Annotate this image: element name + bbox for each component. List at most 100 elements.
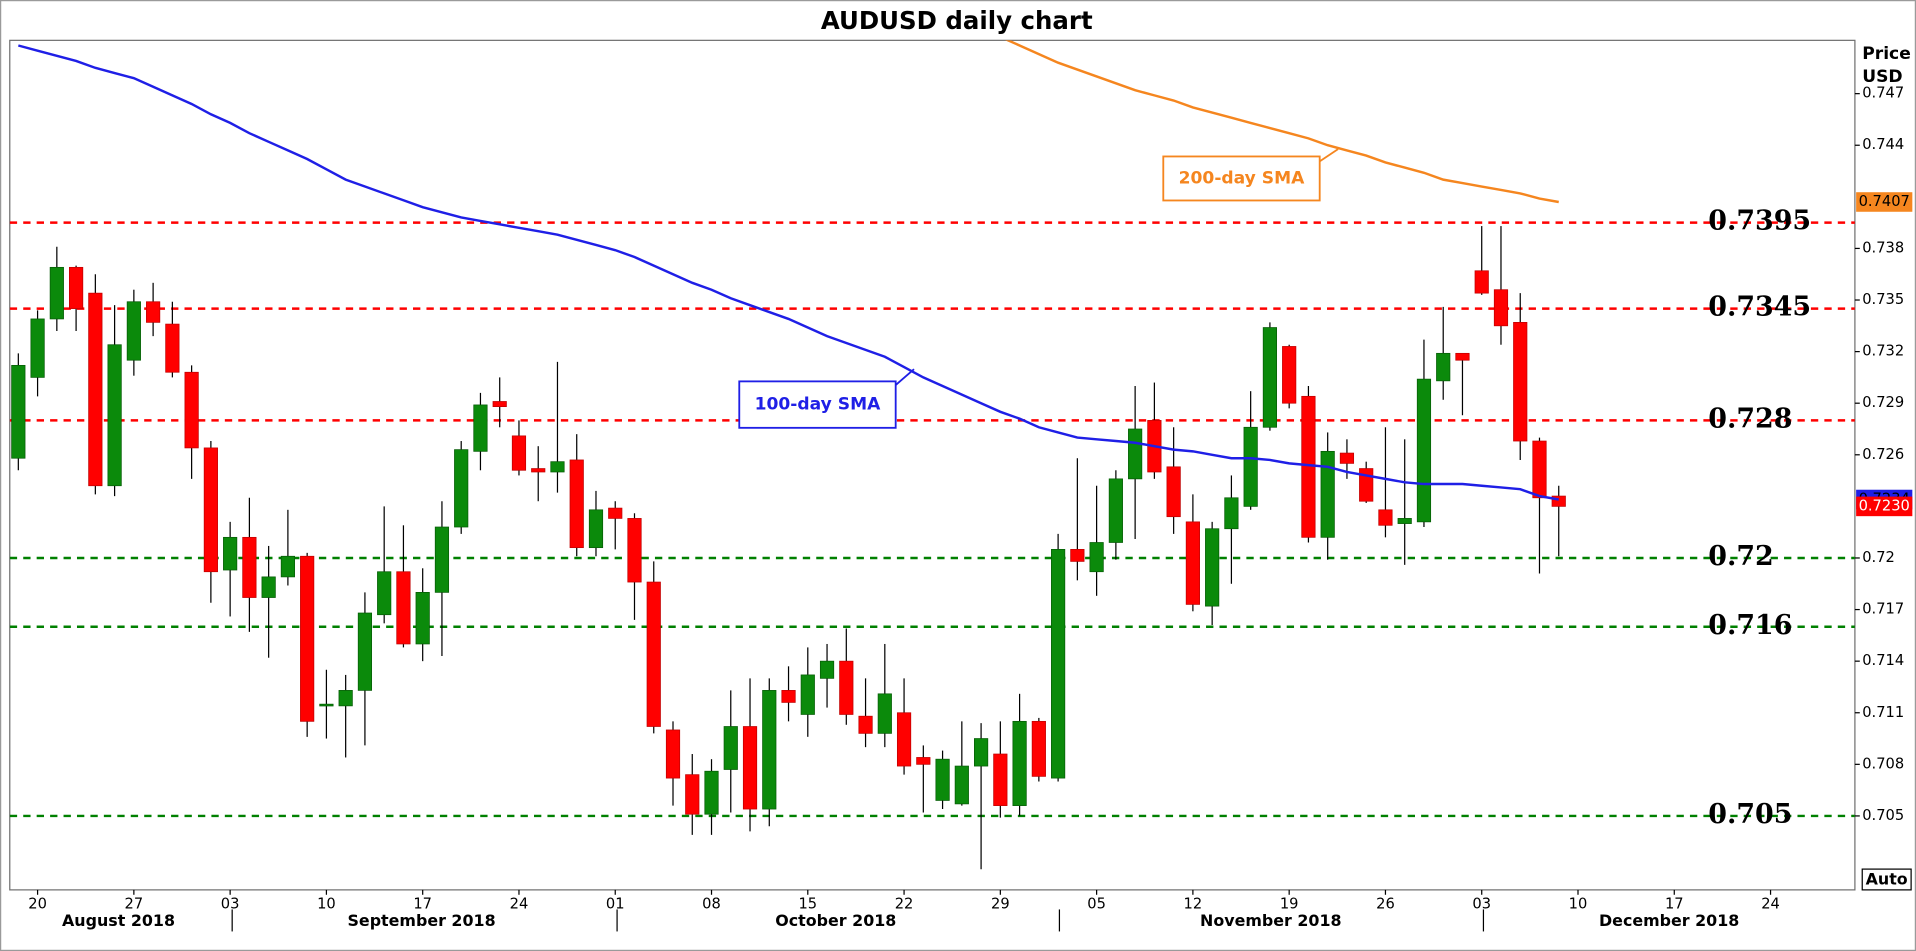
candle-body: [1378, 509, 1393, 526]
x-tick-label: 29: [991, 896, 1010, 913]
candle-body: [781, 690, 796, 703]
y-tick-label: 0.732: [1862, 343, 1904, 360]
y-tick-label: 0.705: [1862, 807, 1904, 824]
candle-body: [242, 536, 257, 598]
candle-body: [1108, 478, 1123, 543]
candle-body: [11, 364, 26, 459]
candle-body: [434, 526, 450, 593]
candle-body: [338, 690, 353, 707]
candle-body: [396, 571, 411, 645]
candle-body: [935, 758, 950, 801]
candle-body: [357, 612, 373, 691]
x-tick-label: 24: [1761, 896, 1780, 913]
x-tick-label: 19: [1280, 896, 1299, 913]
candle-body: [1301, 395, 1316, 538]
month-label: November 2018: [1200, 911, 1342, 930]
x-tick-label: 26: [1376, 896, 1395, 913]
candle-body: [819, 660, 835, 679]
candle-body: [492, 401, 507, 408]
candle-body: [588, 509, 604, 549]
candle-body: [88, 292, 103, 487]
auto-button-label[interactable]: Auto: [1866, 870, 1908, 889]
y-tick-label: 0.738: [1862, 239, 1904, 256]
candle-body: [473, 404, 488, 452]
candle-body: [877, 693, 892, 734]
level-label: 0.7345: [1708, 292, 1811, 323]
candle-body: [1455, 352, 1470, 361]
candle-body: [723, 726, 738, 770]
candle-body: [1320, 450, 1335, 538]
candle-body: [261, 576, 276, 598]
candle-body: [531, 468, 546, 473]
y-tick-label: 0.729: [1862, 394, 1904, 411]
month-label: December 2018: [1599, 911, 1739, 930]
candle-body: [762, 690, 777, 810]
candle-body: [165, 323, 180, 373]
level-label: 0.716: [1708, 610, 1792, 641]
candle-body: [415, 592, 430, 645]
candle-body: [800, 674, 815, 715]
chart-title: AUDUSD daily chart: [821, 6, 1093, 35]
candle-body: [1243, 426, 1258, 507]
x-tick-label: 05: [1087, 896, 1106, 913]
annotation-box: [1162, 155, 1321, 202]
auto-button-frame[interactable]: [1861, 868, 1912, 891]
candle-body: [1493, 289, 1509, 327]
candle-body: [1031, 720, 1046, 777]
candle-body: [319, 703, 334, 707]
candle-body: [742, 726, 758, 810]
candle-body: [1339, 452, 1355, 464]
candle-body: [665, 729, 681, 779]
y-tick-label: 0.747: [1862, 85, 1904, 102]
y-tick-label: 0.735: [1862, 291, 1904, 308]
y-tick-label: 0.711: [1862, 704, 1904, 721]
candle-body: [1051, 549, 1066, 779]
auto-button[interactable]: Auto: [1861, 868, 1912, 891]
candle-body: [107, 344, 122, 487]
level-label: 0.705: [1708, 799, 1792, 830]
candle-body: [1089, 542, 1104, 573]
annotation-box: [738, 380, 897, 429]
y-tick-label: 0.744: [1862, 136, 1904, 153]
x-tick-label: 10: [317, 896, 336, 913]
x-tick-label: 17: [1665, 896, 1684, 913]
y-tick-label: 0.72: [1862, 549, 1895, 566]
annotation-label: 100-day SMA: [755, 395, 882, 415]
candle-body: [550, 461, 565, 473]
level-label: 0.728: [1708, 403, 1792, 434]
month-label: October 2018: [775, 911, 896, 930]
candle-body: [839, 660, 854, 715]
x-tick-label: 27: [125, 896, 144, 913]
plot-layer: [9, 40, 1855, 870]
month-label: September 2018: [348, 911, 496, 930]
candle-body: [1532, 440, 1547, 499]
x-tick-label: 08: [702, 896, 721, 913]
y-tick-label: 0.714: [1862, 652, 1904, 669]
x-tick-label: 15: [798, 896, 817, 913]
candle-body: [608, 507, 623, 519]
price-badge: [1856, 192, 1913, 212]
y-tick-label: 0.726: [1862, 446, 1904, 463]
candle-body: [1166, 466, 1181, 518]
candle-body: [223, 536, 238, 571]
price-badge-label: 0.7407: [1859, 193, 1910, 210]
candle-body: [704, 770, 719, 815]
candle-body: [646, 581, 661, 727]
candle-body: [300, 555, 315, 722]
candle-body: [69, 266, 84, 309]
x-tick-label: 03: [1472, 896, 1491, 913]
y-axis-label: Price: [1862, 44, 1911, 64]
x-tick-label: 01: [606, 896, 625, 913]
candle-body: [1474, 270, 1489, 294]
candle-body: [49, 266, 64, 320]
candle-body: [1128, 428, 1143, 480]
level-label: 0.72: [1708, 541, 1773, 572]
candle-body: [1282, 346, 1297, 404]
x-tick-label: 03: [221, 896, 240, 913]
candle-body: [1224, 497, 1239, 530]
candle-body: [1070, 549, 1085, 562]
candle-body: [1185, 521, 1200, 605]
x-tick-label: 24: [510, 896, 529, 913]
